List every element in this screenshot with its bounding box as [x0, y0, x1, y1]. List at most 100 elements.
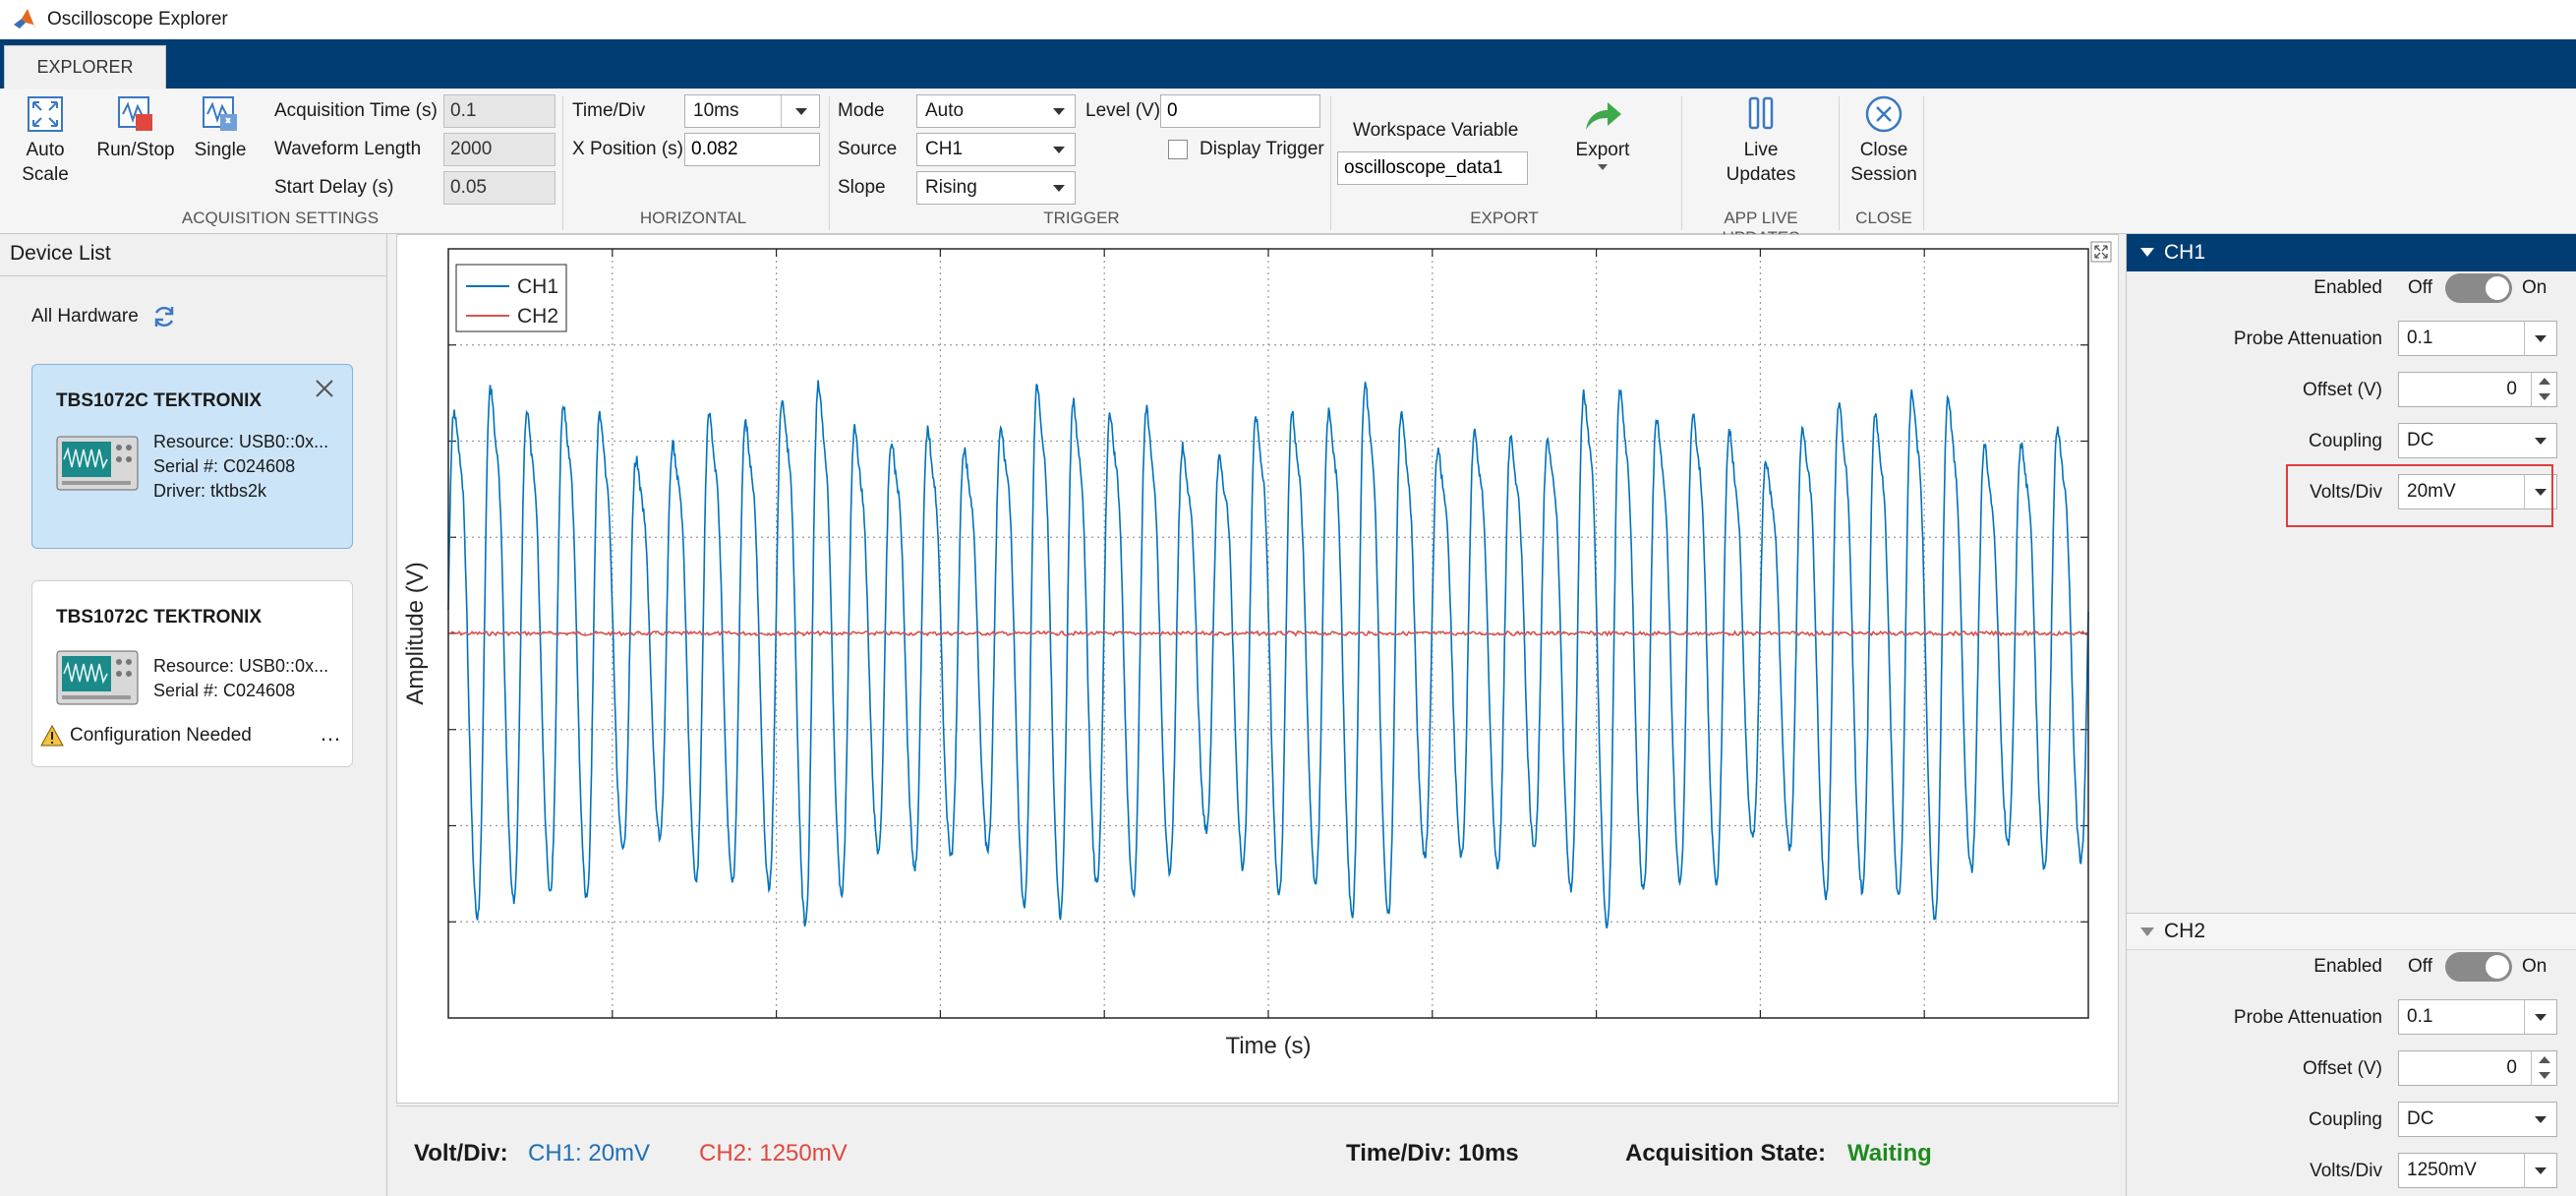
export-button[interactable]: Export	[1563, 98, 1642, 176]
ch2-offset-spinner[interactable]: 0	[2398, 1050, 2557, 1086]
single-icon	[203, 96, 237, 131]
source-value: CH1	[925, 139, 964, 159]
ch2-volts-div-label: Volts/Div	[2310, 1161, 2382, 1181]
auto-scale-button[interactable]: Auto Scale	[16, 94, 75, 187]
slope-dropdown[interactable]: Rising	[916, 171, 1076, 205]
ch1-offset-spinner[interactable]: 0	[2398, 372, 2557, 407]
ch1-volts-div-dropdown[interactable]: 20mV	[2398, 474, 2557, 509]
slope-value: Rising	[925, 177, 977, 198]
chevron-down-icon	[2535, 1167, 2547, 1174]
legend-label: CH1	[517, 275, 558, 298]
display-trigger-checkbox[interactable]	[1168, 140, 1188, 159]
separator	[562, 96, 563, 230]
ch2-volts-div-value: 1250mV	[2407, 1160, 2477, 1180]
waveform-length-label: Waveform Length	[274, 139, 422, 159]
acquisition-state-value: Waiting	[1847, 1140, 1932, 1166]
level-field[interactable]	[1160, 94, 1320, 128]
chevron-down-icon	[2535, 1014, 2547, 1021]
close-session-button[interactable]: Close Session	[1848, 94, 1919, 187]
y-axis-label: Amplitude (V)	[402, 562, 429, 704]
x-position-field[interactable]	[684, 133, 820, 166]
ch2-enabled-toggle[interactable]	[2445, 952, 2512, 982]
x-position-label: X Position (s)	[572, 139, 683, 159]
chevron-down-icon	[2535, 438, 2547, 445]
device-card[interactable]: TBS1072C TEKTRONIX Resource: USB0::0x...…	[31, 580, 353, 767]
workspace-variable-field[interactable]	[1337, 151, 1528, 185]
ch2-volts-div-dropdown[interactable]: 1250mV	[2398, 1153, 2557, 1188]
device-serial: Serial #: C024608	[153, 681, 296, 700]
ch2-coupling-dropdown[interactable]: DC	[2398, 1102, 2557, 1137]
chevron-down-icon	[2535, 335, 2547, 342]
chevron-down-icon	[1053, 147, 1065, 153]
refresh-icon[interactable]	[150, 303, 178, 330]
close-session-label-1: Close	[1859, 140, 1908, 160]
run-stop-icon	[118, 96, 152, 131]
legend-label: CH2	[517, 305, 558, 328]
ch2-off-label: Off	[2408, 956, 2432, 977]
warning-text: Configuration Needed	[70, 725, 252, 746]
ch1-volt-div: CH1: 20mV	[528, 1140, 651, 1166]
ch1-enabled-label: Enabled	[2313, 277, 2382, 298]
ch2-header[interactable]: CH2	[2127, 913, 2576, 950]
ch1-probe-dropdown[interactable]: 0.1	[2398, 321, 2557, 356]
device-driver: Driver: tktbs2k	[153, 481, 267, 501]
separator	[1681, 96, 1682, 230]
horizontal-section-label: HORIZONTAL	[639, 209, 747, 227]
device-list-panel: Device List All Hardware TBS1072C TEKTRO…	[0, 234, 387, 1196]
ch1-volts-div-label: Volts/Div	[2310, 482, 2382, 503]
ch1-header[interactable]: CH1	[2127, 234, 2576, 271]
toolstrip: Auto Scale Run/Stop Single Acquisition T…	[0, 89, 2576, 247]
separator	[1330, 96, 1331, 230]
acquisition-state-label: Acquisition State:	[1625, 1140, 1827, 1166]
ch2-coupling-value: DC	[2407, 1108, 2434, 1129]
pause-icon	[1748, 96, 1774, 130]
legend-box	[455, 264, 567, 332]
ch1-coupling-dropdown[interactable]: DC	[2398, 423, 2557, 458]
start-delay-field[interactable]	[443, 171, 556, 205]
ch2-series-line	[447, 629, 2089, 637]
collapse-icon	[2140, 927, 2154, 936]
workspace-variable-label: Workspace Variable	[1353, 120, 1519, 141]
oscilloscope-plot[interactable]: CH1 CH2 Amplitude (V) Time (s)	[397, 235, 2118, 1103]
time-div-dropdown[interactable]: 10ms	[684, 94, 820, 128]
single-button[interactable]: Single	[191, 94, 250, 162]
title-bar: Oscilloscope Explorer	[0, 0, 2576, 39]
auto-scale-label-1: Auto	[26, 140, 65, 160]
separator	[1839, 96, 1840, 230]
device-card[interactable]: TBS1072C TEKTRONIX Resource: USB0::0x...…	[31, 364, 353, 549]
ch1-title: CH1	[2164, 241, 2206, 264]
mode-dropdown[interactable]: Auto	[916, 94, 1076, 128]
warning-icon	[40, 725, 64, 747]
volt-div-label: Volt/Div:	[414, 1140, 508, 1166]
source-dropdown[interactable]: CH1	[916, 133, 1076, 166]
single-label: Single	[194, 140, 247, 160]
more-options-icon[interactable]: …	[320, 721, 342, 746]
ch1-probe-label: Probe Attenuation	[2233, 329, 2382, 349]
auto-scale-icon	[28, 96, 63, 132]
ch1-enabled-toggle[interactable]	[2445, 273, 2512, 303]
time-div-value: 10ms	[693, 100, 739, 121]
device-serial: Serial #: C024608	[153, 456, 296, 476]
ch1-probe-value: 0.1	[2407, 328, 2433, 348]
spinner-buttons[interactable]	[2531, 373, 2556, 406]
ch2-probe-dropdown[interactable]: 0.1	[2398, 999, 2557, 1035]
mode-value: Auto	[925, 100, 965, 121]
chevron-down-icon	[795, 108, 807, 115]
spinner-buttons[interactable]	[2531, 1051, 2556, 1085]
tab-explorer[interactable]: EXPLORER	[4, 45, 166, 89]
device-name: TBS1072C TEKTRONIX	[56, 390, 263, 411]
live-updates-button[interactable]: Live Updates	[1719, 94, 1803, 187]
source-label: Source	[838, 139, 898, 159]
close-icon[interactable]	[313, 377, 336, 400]
export-arrow-icon	[1586, 102, 1621, 130]
channel-settings-panel: CH1 Enabled Off On Probe Attenuation 0.1…	[2126, 234, 2576, 1196]
run-stop-button[interactable]: Run/Stop	[94, 94, 177, 162]
tab-explorer-label: EXPLORER	[36, 57, 134, 77]
divider	[0, 275, 387, 276]
expand-icon[interactable]	[2090, 241, 2112, 263]
matlab-logo-icon	[14, 9, 35, 29]
waveform-length-field[interactable]	[443, 133, 556, 166]
highlight-box	[2286, 464, 2553, 527]
acquisition-time-field[interactable]	[443, 94, 556, 128]
ch1-volts-div-value: 20mV	[2407, 481, 2456, 502]
